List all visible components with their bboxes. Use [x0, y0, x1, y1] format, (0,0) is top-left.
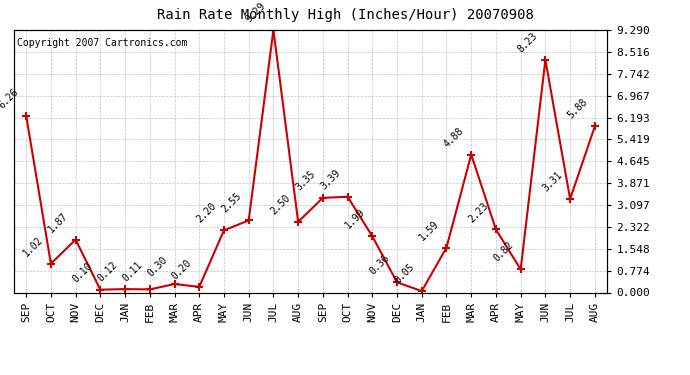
Text: 3.35: 3.35: [294, 169, 317, 192]
Text: 8.23: 8.23: [516, 31, 540, 54]
Text: 0.11: 0.11: [121, 260, 144, 284]
Text: 2.50: 2.50: [269, 193, 293, 216]
Text: 3.39: 3.39: [318, 168, 342, 191]
Text: 0.10: 0.10: [71, 260, 95, 284]
Text: 6.26: 6.26: [0, 86, 21, 110]
Text: 0.05: 0.05: [393, 262, 416, 285]
Text: 0.36: 0.36: [368, 253, 391, 277]
Text: 1.99: 1.99: [343, 207, 367, 231]
Text: 5.88: 5.88: [566, 97, 589, 121]
Text: 0.20: 0.20: [170, 258, 194, 281]
Text: 3.31: 3.31: [541, 170, 564, 194]
Text: 0.12: 0.12: [96, 260, 119, 284]
Text: 2.55: 2.55: [219, 191, 243, 215]
Text: 2.23: 2.23: [466, 200, 491, 224]
Text: 0.82: 0.82: [491, 240, 515, 264]
Text: 0.30: 0.30: [146, 255, 169, 279]
Text: 2.20: 2.20: [195, 201, 219, 225]
Text: 4.88: 4.88: [442, 125, 466, 149]
Text: 9.29: 9.29: [244, 1, 268, 24]
Text: Rain Rate Monthly High (Inches/Hour) 20070908: Rain Rate Monthly High (Inches/Hour) 200…: [157, 8, 533, 21]
Text: Copyright 2007 Cartronics.com: Copyright 2007 Cartronics.com: [17, 38, 187, 48]
Text: 1.87: 1.87: [46, 210, 70, 234]
Text: 1.59: 1.59: [417, 218, 441, 242]
Text: 1.02: 1.02: [21, 234, 46, 258]
